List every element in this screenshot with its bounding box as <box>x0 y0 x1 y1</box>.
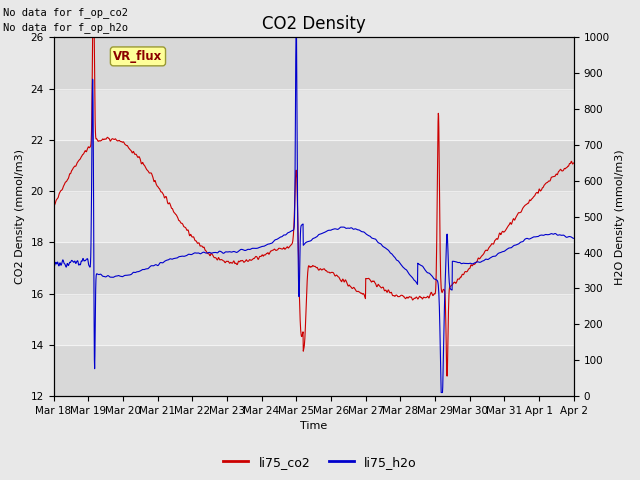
Bar <box>54 191 573 242</box>
Text: VR_flux: VR_flux <box>113 50 163 63</box>
Legend: li75_co2, li75_h2o: li75_co2, li75_h2o <box>218 451 422 474</box>
Bar <box>54 89 573 140</box>
Bar <box>54 37 573 89</box>
Bar <box>54 242 573 294</box>
X-axis label: Time: Time <box>300 421 327 432</box>
Bar <box>54 294 573 345</box>
Bar <box>54 140 573 191</box>
Text: No data for f_op_h2o: No data for f_op_h2o <box>3 22 128 33</box>
Title: CO2 Density: CO2 Density <box>262 15 365 33</box>
Bar <box>54 345 573 396</box>
Y-axis label: H2O Density (mmol/m3): H2O Density (mmol/m3) <box>615 149 625 285</box>
Text: No data for f_op_co2: No data for f_op_co2 <box>3 7 128 18</box>
Y-axis label: CO2 Density (mmol/m3): CO2 Density (mmol/m3) <box>15 149 25 284</box>
